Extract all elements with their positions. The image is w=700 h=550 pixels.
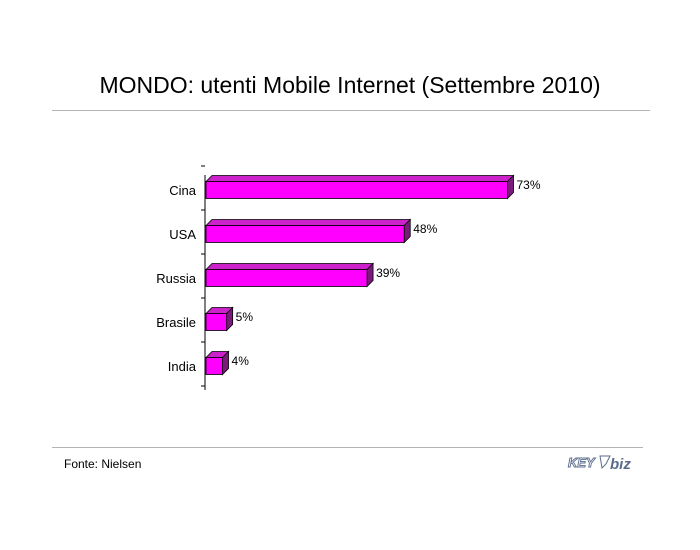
bar-top-cina [205, 175, 515, 182]
category-label-cina: Cina [169, 183, 197, 198]
bar-usa [205, 225, 405, 243]
value-label-cina: 73% [516, 178, 540, 192]
logo-biz-text: biz [610, 456, 631, 472]
title-divider [52, 110, 650, 111]
bar-india [205, 357, 223, 375]
value-label-usa: 48% [413, 222, 437, 236]
value-label-india: 4% [232, 354, 250, 368]
logo-arrow-icon [599, 455, 611, 470]
logo-key-text: KEY [568, 455, 596, 470]
bar-russia [205, 269, 368, 287]
bar-brasile [205, 313, 228, 331]
bar-top-usa [205, 219, 412, 226]
category-label-brasile: Brasile [156, 315, 196, 330]
category-label-usa: USA [169, 227, 196, 242]
category-label-india: India [168, 359, 197, 374]
chart-title: MONDO: utenti Mobile Internet (Settembre… [99, 72, 601, 98]
bar-cina [205, 181, 508, 199]
value-label-russia: 39% [376, 266, 400, 280]
value-label-brasile: 5% [236, 310, 254, 324]
source-note: Fonte: Nielsen [64, 457, 142, 471]
key4biz-logo: KEY biz [568, 455, 632, 472]
bar-top-russia [205, 263, 375, 270]
bar-chart: Cina 73% USA 48% Russia 39% Brasile 5% India 4% [156, 165, 541, 390]
footer-divider [52, 447, 643, 448]
category-label-russia: Russia [156, 271, 197, 286]
